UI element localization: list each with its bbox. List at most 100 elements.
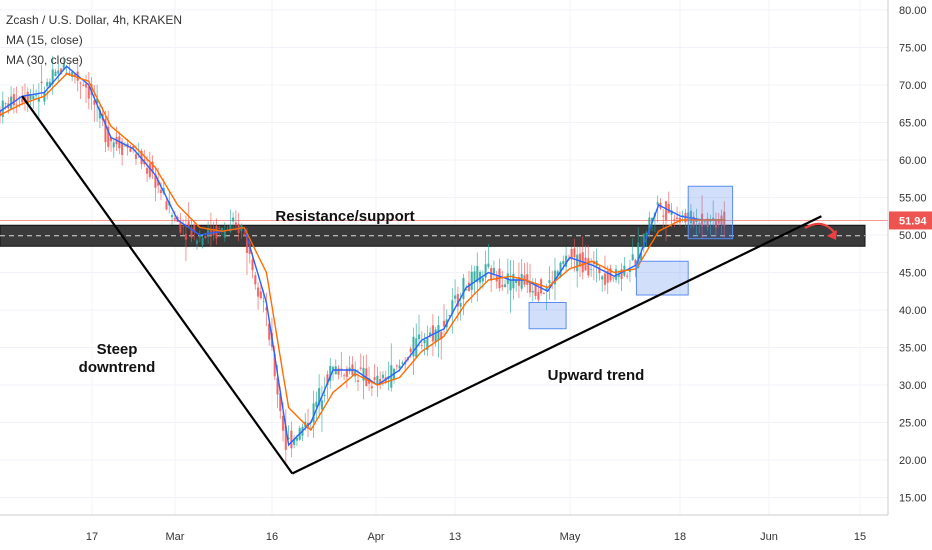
candle-body [626,275,629,277]
legend-ma15: MA (15, close) [6,33,83,47]
candle-body [293,438,296,445]
candle-body [578,253,582,267]
candle-body [492,268,496,274]
candle-body [4,103,7,105]
y-tick-label: 50.00 [899,230,927,242]
candle-body [318,388,321,406]
x-tick-label: Jun [760,531,778,543]
candle-body [207,227,210,237]
x-tick-label: 17 [86,531,98,543]
candle-body [606,270,609,283]
legend-title: Zcash / U.S. Dollar, 4h, KRAKEN [6,13,183,27]
candle-body [73,73,77,77]
annotation-steep-2: downtrend [79,359,156,376]
candle-body [195,240,199,244]
candle-body [617,273,620,278]
candle-body [451,300,454,314]
candle-body [40,81,43,83]
candle-body [528,282,532,293]
chart-legend: Zcash / U.S. Dollar, 4h, KRAKEN MA (15, … [6,10,182,70]
candle-body [634,259,637,266]
candle-body [245,233,249,253]
candle-body [434,329,437,343]
candle-body [68,72,71,75]
y-tick-label: 45.00 [899,268,927,280]
candle-body [426,337,429,351]
candle-body [10,96,13,110]
candle-body [662,215,665,217]
candle-body [190,227,193,238]
candle-body [717,219,720,224]
candle-body [234,222,237,226]
y-tick-label: 65.00 [899,118,927,130]
annotation-upward-trend: Upward trend [548,367,645,384]
candle-body [698,223,701,225]
candle-body [229,224,232,232]
x-tick-label: 16 [266,531,278,543]
candle-body [121,141,124,155]
candle-body [476,265,479,282]
candle-body [154,173,157,188]
candle-body [395,365,398,367]
candle-body [187,221,190,228]
candle-body [706,218,709,227]
y-tick-label: 35.00 [899,343,927,355]
y-tick-label: 70.00 [899,80,927,92]
candle-body [59,68,63,74]
candle-body [437,325,440,340]
candle-body [345,368,348,377]
x-tick-label: Mar [166,531,185,543]
candle-body [603,273,607,285]
candle-body [670,210,673,215]
candle-body [323,394,326,396]
x-tick-label: 13 [449,531,461,543]
candle-body [170,215,174,218]
candle-body [515,279,518,283]
candle-body [198,234,201,238]
candle-body [692,216,695,226]
candle-body [379,378,382,384]
candle-body [182,225,185,227]
candle-body [462,278,465,300]
candle-body [565,255,568,267]
candle-body [431,325,434,342]
candle-body [628,269,632,273]
candle-body [420,345,423,346]
candle-body [43,92,46,102]
candle-body [448,315,451,316]
candle-body [232,217,235,222]
candle-body [157,180,160,186]
candle-body [15,104,18,106]
candle-body [123,145,126,147]
candle-body [676,217,679,220]
candle-body [651,217,654,223]
candle-body [512,273,515,289]
candle-body [545,288,548,291]
candle-body [689,210,693,224]
candle-body [93,100,96,105]
candle-body [534,283,537,296]
candle-body [664,201,668,221]
candle-body [62,63,65,70]
y-tick-label: 25.00 [899,418,927,430]
highlight-box [687,185,734,240]
candle-body [409,348,412,353]
candle-body [601,276,604,280]
candle-body [201,237,204,246]
candle-body [573,248,576,258]
candle-body [559,262,562,278]
candle-body [259,291,262,299]
candle-body [553,270,557,285]
candle-body [71,71,74,77]
candle-body [281,415,285,431]
y-tick-label: 15.00 [899,493,927,505]
arrow-head-icon [827,230,837,240]
x-tick-label: 18 [674,531,686,543]
candle-body [132,146,135,149]
candle-body [54,71,57,77]
candle-body [340,368,343,370]
candle-body [276,377,279,395]
candle-body [487,263,490,267]
candle-body [537,291,540,300]
